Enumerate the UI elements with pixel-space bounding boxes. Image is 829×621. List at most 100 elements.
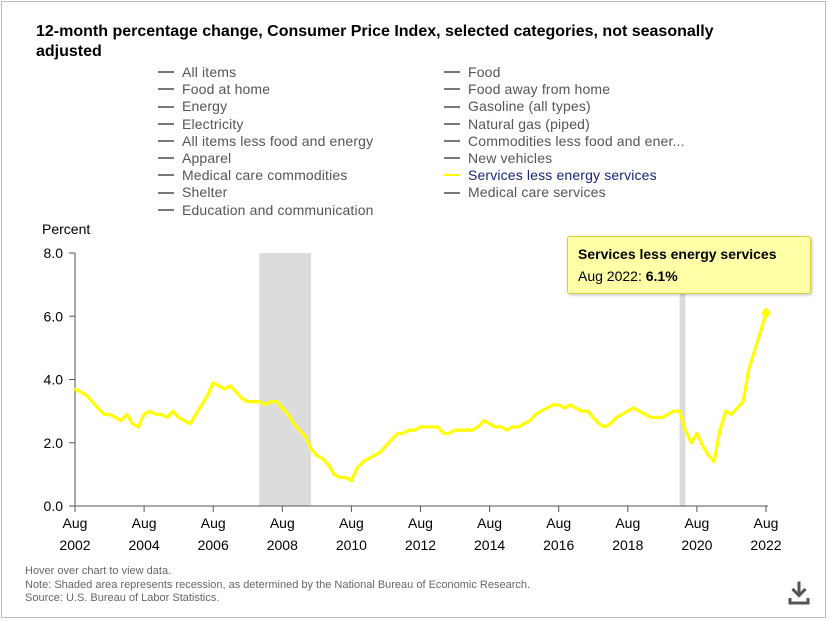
- data-point: [701, 444, 704, 448]
- data-point: [678, 409, 681, 413]
- data-point: [177, 416, 180, 419]
- hover-hint: Hover over chart to view data.: [25, 565, 172, 577]
- legend-swatch: [158, 88, 174, 91]
- legend-item-commodities-less-food-and-ener[interactable]: Commodities less food and ener...: [444, 133, 685, 150]
- legend-item-medical-care-commodities[interactable]: Medical care commodities: [158, 167, 374, 184]
- hover-tooltip: Services less energy services Aug 2022: …: [567, 236, 811, 294]
- legend-label: Medical care services: [468, 184, 606, 201]
- data-point: [252, 400, 255, 403]
- data-point: [390, 438, 393, 441]
- data-point: [223, 387, 227, 391]
- legend-swatch: [444, 122, 460, 125]
- data-point: [327, 463, 330, 467]
- legend-item-all-items[interactable]: All items: [158, 64, 374, 81]
- data-point: [367, 457, 370, 460]
- data-point: [79, 390, 82, 394]
- data-point: [338, 476, 342, 479]
- data-point: [471, 428, 474, 432]
- data-point: [137, 425, 140, 429]
- tooltip-title: Services less energy services: [578, 246, 777, 262]
- legend-item-energy[interactable]: Energy: [158, 98, 374, 115]
- legend-swatch: [158, 140, 174, 143]
- x-tick-month: Aug: [754, 515, 779, 531]
- data-point: [586, 409, 589, 413]
- source-note: Source: U.S. Bureau of Labor Statistics.: [25, 592, 220, 604]
- legend-item-food-away-from-home[interactable]: Food away from home: [444, 81, 685, 98]
- legend-item-apparel[interactable]: Apparel: [158, 150, 374, 167]
- data-point: [90, 400, 94, 403]
- legend-right-column: Food Food away from home Gasoline (all typ…: [444, 64, 685, 202]
- data-point: [511, 425, 514, 429]
- legend-item-medical-care-services[interactable]: Medical care services: [444, 184, 685, 201]
- data-point: [396, 432, 399, 435]
- legend-item-electricity[interactable]: Electricity: [158, 116, 374, 133]
- y-tick-label: 0.0: [44, 498, 64, 514]
- data-point: [684, 428, 687, 432]
- data-point: [401, 432, 405, 435]
- y-tick-label: 8.0: [44, 245, 64, 261]
- data-point: [620, 413, 624, 416]
- data-point: [217, 384, 221, 388]
- data-point: [298, 428, 301, 432]
- data-point: [361, 460, 365, 463]
- legend-item-gasoline-all-types[interactable]: Gasoline (all types): [444, 98, 685, 115]
- legend-label: Apparel: [182, 149, 232, 166]
- data-point: [419, 425, 422, 429]
- chart-notes: Hover over chart to view data. Note: Sha…: [25, 565, 530, 606]
- data-point: [119, 419, 123, 422]
- legend-label: Services less energy services: [468, 167, 657, 184]
- legend-label: All items less food and energy: [182, 132, 374, 149]
- legend-item-food[interactable]: Food: [444, 64, 685, 81]
- legend-item-shelter[interactable]: Shelter: [158, 184, 374, 201]
- data-point: [373, 454, 376, 457]
- data-point: [638, 409, 641, 413]
- legend-item-food-at-home[interactable]: Food at home: [158, 81, 374, 98]
- legend-item-new-vehicles[interactable]: New vehicles: [444, 150, 685, 167]
- x-tick-month: Aug: [63, 515, 88, 531]
- x-tick-year: 2006: [198, 537, 229, 553]
- data-point: [430, 425, 434, 429]
- legend-label: Food: [468, 64, 501, 80]
- data-point: [292, 422, 296, 425]
- data-point: [148, 409, 152, 413]
- data-point: [580, 409, 583, 413]
- data-point: [545, 406, 549, 410]
- legend-label: Commodities less food and ener...: [468, 132, 685, 149]
- legend-label: Food at home: [182, 81, 271, 98]
- data-point: [569, 403, 572, 406]
- x-tick-year: 2014: [474, 537, 505, 553]
- legend-item-education-and-communication[interactable]: Education and communication: [158, 202, 374, 219]
- data-point: [350, 479, 353, 482]
- legend-item-natural-gas-piped[interactable]: Natural gas (piped): [444, 116, 685, 133]
- data-point: [315, 454, 318, 457]
- legend-swatch: [158, 191, 174, 194]
- data-point: [310, 447, 313, 451]
- data-point: [753, 349, 756, 353]
- data-point: [666, 413, 670, 416]
- y-tick-label: 6.0: [44, 308, 64, 324]
- x-tick-year: 2018: [612, 537, 643, 553]
- x-tick-year: 2004: [129, 537, 160, 553]
- data-point: [154, 413, 157, 416]
- legend-item-services-less-energy-services[interactable]: Services less energy services: [444, 167, 685, 184]
- series-line-services-less-energy-services: [74, 312, 768, 483]
- data-point: [200, 403, 203, 406]
- y-tick-label: 4.0: [44, 372, 64, 388]
- recession-note: Note: Shaded area represents recession, …: [25, 578, 531, 591]
- x-tick-month: Aug: [270, 515, 295, 531]
- x-tick-month: Aug: [201, 515, 226, 531]
- legend-label: Natural gas (piped): [468, 115, 590, 132]
- data-point: [695, 432, 698, 435]
- data-point: [246, 400, 249, 403]
- data-point: [626, 409, 629, 413]
- y-tick-label: 2.0: [44, 435, 64, 451]
- data-point: [85, 394, 88, 397]
- data-point: [476, 425, 480, 429]
- legend-swatch: [444, 71, 460, 74]
- legend-swatch: [444, 191, 460, 194]
- download-icon[interactable]: [786, 580, 812, 606]
- data-point: [114, 416, 117, 419]
- legend-item-all-items-less-food-and-energy[interactable]: All items less food and energy: [158, 133, 374, 150]
- data-point: [459, 428, 463, 432]
